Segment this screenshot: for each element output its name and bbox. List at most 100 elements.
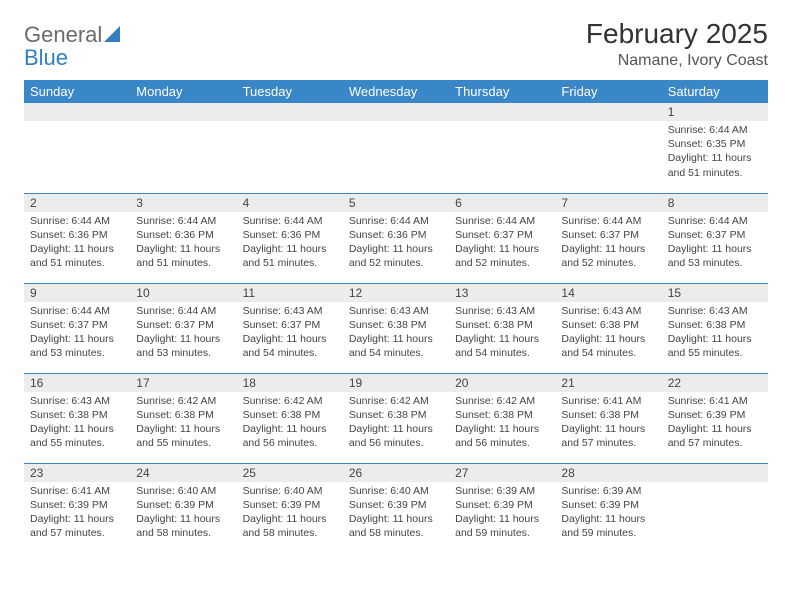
week-row: 23Sunrise: 6:41 AMSunset: 6:39 PMDayligh… bbox=[24, 463, 768, 553]
daylight-text: Daylight: 11 hours and 52 minutes. bbox=[561, 242, 655, 270]
day-number: 9 bbox=[24, 284, 130, 302]
day-cell bbox=[343, 103, 449, 193]
day-cell: 4Sunrise: 6:44 AMSunset: 6:36 PMDaylight… bbox=[237, 193, 343, 283]
day-cell: 23Sunrise: 6:41 AMSunset: 6:39 PMDayligh… bbox=[24, 463, 130, 553]
sunrise-text: Sunrise: 6:41 AM bbox=[30, 484, 124, 498]
day-number: 5 bbox=[343, 194, 449, 212]
day-content: Sunrise: 6:43 AMSunset: 6:38 PMDaylight:… bbox=[24, 392, 130, 457]
week-row: 2Sunrise: 6:44 AMSunset: 6:36 PMDaylight… bbox=[24, 193, 768, 283]
day-content: Sunrise: 6:43 AMSunset: 6:38 PMDaylight:… bbox=[343, 302, 449, 367]
sunrise-text: Sunrise: 6:41 AM bbox=[561, 394, 655, 408]
day-number: 16 bbox=[24, 374, 130, 392]
sunset-text: Sunset: 6:35 PM bbox=[668, 137, 762, 151]
day-content bbox=[343, 121, 449, 129]
sunset-text: Sunset: 6:39 PM bbox=[136, 498, 230, 512]
day-number: 2 bbox=[24, 194, 130, 212]
day-content: Sunrise: 6:44 AMSunset: 6:37 PMDaylight:… bbox=[24, 302, 130, 367]
week-row: 1Sunrise: 6:44 AMSunset: 6:35 PMDaylight… bbox=[24, 103, 768, 193]
day-cell: 21Sunrise: 6:41 AMSunset: 6:38 PMDayligh… bbox=[555, 373, 661, 463]
day-cell bbox=[449, 103, 555, 193]
sunset-text: Sunset: 6:38 PM bbox=[243, 408, 337, 422]
day-content: Sunrise: 6:40 AMSunset: 6:39 PMDaylight:… bbox=[237, 482, 343, 547]
day-cell: 6Sunrise: 6:44 AMSunset: 6:37 PMDaylight… bbox=[449, 193, 555, 283]
brand-logo: General Blue bbox=[24, 18, 124, 70]
sunrise-text: Sunrise: 6:43 AM bbox=[455, 304, 549, 318]
day-number bbox=[662, 464, 768, 482]
sunrise-text: Sunrise: 6:44 AM bbox=[30, 304, 124, 318]
sunset-text: Sunset: 6:36 PM bbox=[30, 228, 124, 242]
day-content: Sunrise: 6:44 AMSunset: 6:36 PMDaylight:… bbox=[343, 212, 449, 277]
sunset-text: Sunset: 6:39 PM bbox=[30, 498, 124, 512]
day-content: Sunrise: 6:43 AMSunset: 6:38 PMDaylight:… bbox=[662, 302, 768, 367]
day-number: 22 bbox=[662, 374, 768, 392]
day-content: Sunrise: 6:41 AMSunset: 6:39 PMDaylight:… bbox=[662, 392, 768, 457]
day-content bbox=[24, 121, 130, 129]
day-cell: 25Sunrise: 6:40 AMSunset: 6:39 PMDayligh… bbox=[237, 463, 343, 553]
day-number: 20 bbox=[449, 374, 555, 392]
day-content: Sunrise: 6:39 AMSunset: 6:39 PMDaylight:… bbox=[449, 482, 555, 547]
sunrise-text: Sunrise: 6:44 AM bbox=[455, 214, 549, 228]
day-number: 14 bbox=[555, 284, 661, 302]
sunset-text: Sunset: 6:38 PM bbox=[455, 318, 549, 332]
day-content bbox=[555, 121, 661, 129]
daylight-text: Daylight: 11 hours and 56 minutes. bbox=[455, 422, 549, 450]
page-header: General Blue February 2025 Namane, Ivory… bbox=[24, 18, 768, 70]
sunrise-text: Sunrise: 6:43 AM bbox=[30, 394, 124, 408]
sunrise-text: Sunrise: 6:44 AM bbox=[349, 214, 443, 228]
day-content: Sunrise: 6:44 AMSunset: 6:37 PMDaylight:… bbox=[555, 212, 661, 277]
sunset-text: Sunset: 6:38 PM bbox=[455, 408, 549, 422]
title-block: February 2025 Namane, Ivory Coast bbox=[586, 18, 768, 70]
daylight-text: Daylight: 11 hours and 53 minutes. bbox=[30, 332, 124, 360]
day-cell: 2Sunrise: 6:44 AMSunset: 6:36 PMDaylight… bbox=[24, 193, 130, 283]
daylight-text: Daylight: 11 hours and 54 minutes. bbox=[561, 332, 655, 360]
sunrise-text: Sunrise: 6:42 AM bbox=[349, 394, 443, 408]
day-number: 3 bbox=[130, 194, 236, 212]
sunset-text: Sunset: 6:38 PM bbox=[561, 408, 655, 422]
sunset-text: Sunset: 6:38 PM bbox=[349, 408, 443, 422]
day-cell: 17Sunrise: 6:42 AMSunset: 6:38 PMDayligh… bbox=[130, 373, 236, 463]
sunrise-text: Sunrise: 6:43 AM bbox=[668, 304, 762, 318]
daylight-text: Daylight: 11 hours and 58 minutes. bbox=[349, 512, 443, 540]
day-number: 15 bbox=[662, 284, 768, 302]
week-row: 16Sunrise: 6:43 AMSunset: 6:38 PMDayligh… bbox=[24, 373, 768, 463]
day-number: 23 bbox=[24, 464, 130, 482]
day-cell bbox=[130, 103, 236, 193]
day-number: 25 bbox=[237, 464, 343, 482]
day-cell: 27Sunrise: 6:39 AMSunset: 6:39 PMDayligh… bbox=[449, 463, 555, 553]
day-cell: 18Sunrise: 6:42 AMSunset: 6:38 PMDayligh… bbox=[237, 373, 343, 463]
sunset-text: Sunset: 6:37 PM bbox=[455, 228, 549, 242]
day-number: 21 bbox=[555, 374, 661, 392]
day-cell: 19Sunrise: 6:42 AMSunset: 6:38 PMDayligh… bbox=[343, 373, 449, 463]
day-content: Sunrise: 6:44 AMSunset: 6:35 PMDaylight:… bbox=[662, 121, 768, 186]
sunset-text: Sunset: 6:38 PM bbox=[136, 408, 230, 422]
day-content: Sunrise: 6:39 AMSunset: 6:39 PMDaylight:… bbox=[555, 482, 661, 547]
day-cell: 5Sunrise: 6:44 AMSunset: 6:36 PMDaylight… bbox=[343, 193, 449, 283]
sunrise-text: Sunrise: 6:44 AM bbox=[243, 214, 337, 228]
day-header: Tuesday bbox=[237, 80, 343, 103]
day-header: Friday bbox=[555, 80, 661, 103]
calendar-table: Sunday Monday Tuesday Wednesday Thursday… bbox=[24, 80, 768, 553]
sunrise-text: Sunrise: 6:44 AM bbox=[668, 123, 762, 137]
day-cell bbox=[24, 103, 130, 193]
day-content: Sunrise: 6:42 AMSunset: 6:38 PMDaylight:… bbox=[237, 392, 343, 457]
day-content bbox=[237, 121, 343, 129]
day-header: Wednesday bbox=[343, 80, 449, 103]
day-cell: 14Sunrise: 6:43 AMSunset: 6:38 PMDayligh… bbox=[555, 283, 661, 373]
day-cell: 1Sunrise: 6:44 AMSunset: 6:35 PMDaylight… bbox=[662, 103, 768, 193]
day-number: 10 bbox=[130, 284, 236, 302]
day-number bbox=[237, 103, 343, 121]
daylight-text: Daylight: 11 hours and 52 minutes. bbox=[455, 242, 549, 270]
day-header: Sunday bbox=[24, 80, 130, 103]
daylight-text: Daylight: 11 hours and 53 minutes. bbox=[668, 242, 762, 270]
day-content: Sunrise: 6:42 AMSunset: 6:38 PMDaylight:… bbox=[343, 392, 449, 457]
day-number bbox=[449, 103, 555, 121]
day-cell: 9Sunrise: 6:44 AMSunset: 6:37 PMDaylight… bbox=[24, 283, 130, 373]
daylight-text: Daylight: 11 hours and 55 minutes. bbox=[668, 332, 762, 360]
sunrise-text: Sunrise: 6:44 AM bbox=[561, 214, 655, 228]
day-content: Sunrise: 6:44 AMSunset: 6:36 PMDaylight:… bbox=[24, 212, 130, 277]
brand-text: General Blue bbox=[24, 24, 124, 70]
daylight-text: Daylight: 11 hours and 51 minutes. bbox=[136, 242, 230, 270]
day-number: 7 bbox=[555, 194, 661, 212]
day-number: 18 bbox=[237, 374, 343, 392]
sunrise-text: Sunrise: 6:39 AM bbox=[561, 484, 655, 498]
